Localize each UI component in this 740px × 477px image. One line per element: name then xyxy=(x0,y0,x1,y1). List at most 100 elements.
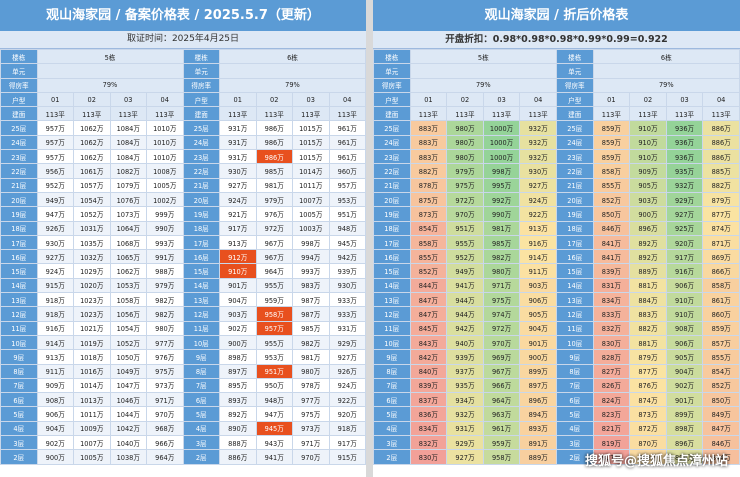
unit-price: 855万 xyxy=(592,177,631,193)
building-name: 5栋 xyxy=(36,48,184,65)
unit-price: 896万 xyxy=(665,435,704,451)
unit-price: 900万 xyxy=(36,449,74,465)
unit-price: 932万 xyxy=(446,406,484,422)
unit-price: 905万 xyxy=(665,349,704,365)
unit-price: 1084万 xyxy=(109,120,147,136)
building-name: 5栋 xyxy=(409,48,557,65)
table-row: 单元 单元 xyxy=(0,63,366,79)
table-row: 13层 847万 944万 975万 906万 13层 834万 884万 910万 861万 xyxy=(373,292,740,308)
unit-price: 942万 xyxy=(328,249,366,265)
floor-label: 5层 xyxy=(555,406,594,422)
unit-price: 936万 xyxy=(665,120,704,136)
unit-price: 854万 xyxy=(702,363,740,379)
unit-price: 906万 xyxy=(665,334,704,351)
unit-price: 834万 xyxy=(409,420,448,437)
unit-price: 994万 xyxy=(292,249,330,265)
unit-price: 951万 xyxy=(255,363,293,379)
unit-price: 980万 xyxy=(146,320,184,336)
unit-price: 932万 xyxy=(519,149,557,165)
floor-label: 8层 xyxy=(373,363,411,379)
unit-price: 979万 xyxy=(446,163,484,179)
unit-price: 977万 xyxy=(292,392,330,408)
floor-label: 6层 xyxy=(182,392,220,408)
unit-price: 894万 xyxy=(519,406,557,422)
floor-label: 17层 xyxy=(0,234,38,251)
unit-price: 931万 xyxy=(219,120,257,136)
unit-price: 987万 xyxy=(292,306,330,322)
table-row: 9层 913万 1018万 1050万 976万 9层 898万 953万 981万 927万 xyxy=(0,349,366,365)
unit-price: 970万 xyxy=(292,449,330,465)
unit-price: 823万 xyxy=(592,406,631,422)
table-row: 13层 918万 1023万 1058万 982万 13层 904万 959万 987万 933万 xyxy=(0,292,366,308)
unit-type: 04 xyxy=(519,91,557,108)
unit-price: 901万 xyxy=(665,392,704,408)
floor-label: 24层 xyxy=(0,134,38,151)
unit-price: 959万 xyxy=(482,435,521,451)
unit-price: 932万 xyxy=(519,134,557,151)
unit-price: 852万 xyxy=(409,263,448,279)
floor-label: 12层 xyxy=(0,306,38,322)
unit-price: 949万 xyxy=(446,263,484,279)
unit-price: 950万 xyxy=(255,377,293,394)
unit-price: 1062万 xyxy=(73,134,111,151)
unit-price: 882万 xyxy=(629,320,667,336)
unit-price: 847万 xyxy=(702,420,740,437)
unit-price: 908万 xyxy=(665,320,704,336)
unit-price: 858万 xyxy=(702,277,740,294)
floor-label: 21层 xyxy=(373,177,411,193)
header-label: 得房率 xyxy=(373,77,411,93)
unit-price: 915万 xyxy=(328,449,366,465)
unit-price: 1007万 xyxy=(292,191,330,208)
unit-price: 882万 xyxy=(702,177,740,193)
unit-price: 846万 xyxy=(592,220,631,236)
unit-price: 876万 xyxy=(629,377,667,394)
unit-price: 909万 xyxy=(36,377,74,394)
unit-price: 904万 xyxy=(36,420,74,437)
unit-price: 915万 xyxy=(36,277,74,294)
unit-price: 878万 xyxy=(409,177,448,193)
table-row: 21层 878万 975万 995万 927万 21层 855万 905万 932万 882万 xyxy=(373,177,740,193)
unit-price: 1056万 xyxy=(109,306,147,322)
unit-price: 943万 xyxy=(255,435,293,451)
unit-price: 924万 xyxy=(219,191,257,208)
unit-price: 884万 xyxy=(629,292,667,308)
unit-price: 902万 xyxy=(665,377,704,394)
unit-price: 885万 xyxy=(702,163,740,179)
table-row: 楼栋 5栋 楼栋 6栋 xyxy=(373,48,740,65)
unit-price: 830万 xyxy=(409,449,448,465)
floor-label: 10层 xyxy=(555,334,594,351)
table-row: 14层 844万 941万 971万 903万 14层 831万 881万 906万 858万 xyxy=(373,277,740,294)
table-row: 20层 875万 972万 992万 924万 20层 852万 903万 929万 879万 xyxy=(373,191,740,208)
unit-price: 821万 xyxy=(592,420,631,437)
floor-area: 113平 xyxy=(109,106,147,122)
floor-label: 18层 xyxy=(0,220,38,236)
unit-price: 971万 xyxy=(482,277,521,294)
unit-price: 855万 xyxy=(702,349,740,365)
floor-label: 24层 xyxy=(373,134,411,151)
header-label: 得房率 xyxy=(182,77,220,93)
table-row: 21层 952万 1057万 1079万 1005万 21层 927万 981万 1011万 95… xyxy=(0,177,366,193)
unit-price: 1084万 xyxy=(109,149,147,165)
unit-price: 904万 xyxy=(665,363,704,379)
unit-price: 902万 xyxy=(36,435,74,451)
unit-price: 952万 xyxy=(446,249,484,265)
unit-price: 911万 xyxy=(36,363,74,379)
unit-price: 927万 xyxy=(519,177,557,193)
unit-price: 859万 xyxy=(592,149,631,165)
unit-type: 03 xyxy=(665,91,704,108)
floor-area: 113平 xyxy=(36,106,74,122)
table-row: 得房率 79% 得房率 79% xyxy=(373,77,740,93)
table-row: 18层 854万 951万 981万 913万 18层 846万 896万 925万 874万 xyxy=(373,220,740,236)
unit-price: 845万 xyxy=(409,320,448,336)
floor-area: 113平 xyxy=(328,106,366,122)
floor-label: 15层 xyxy=(555,263,594,279)
unit-price: 837万 xyxy=(409,392,448,408)
floor-label: 14层 xyxy=(555,277,594,294)
unit-price: 910万 xyxy=(665,292,704,308)
unit-price: 1047万 xyxy=(109,377,147,394)
unit-price: 1002万 xyxy=(146,191,184,208)
unit-price: 993万 xyxy=(292,263,330,279)
unit-price: 1008万 xyxy=(146,163,184,179)
unit-price: 836万 xyxy=(409,406,448,422)
unit-price: 932万 xyxy=(519,120,557,136)
